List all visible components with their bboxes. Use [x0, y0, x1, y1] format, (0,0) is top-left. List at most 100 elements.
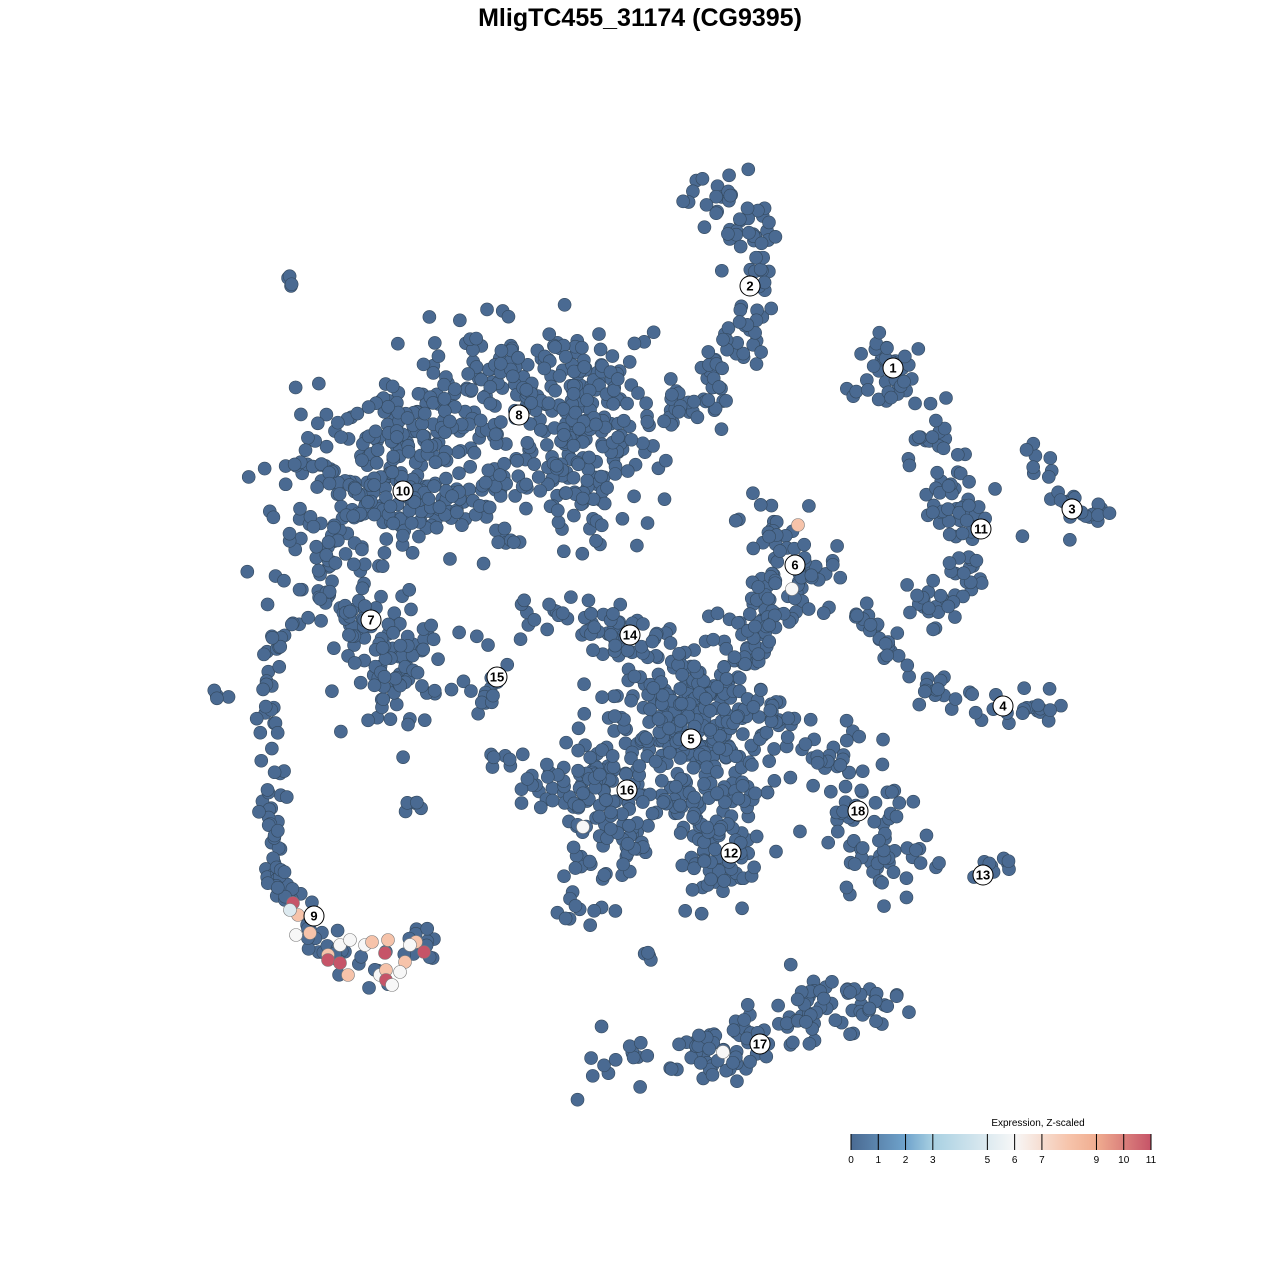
- cell-point: [474, 372, 489, 387]
- cell-point: [431, 652, 445, 666]
- cell-point: [265, 630, 280, 645]
- cell-point: [862, 1001, 877, 1016]
- cell-point: [568, 861, 583, 875]
- cell-point: [277, 573, 291, 588]
- cell-point: [803, 712, 818, 727]
- cell-point: [697, 220, 712, 234]
- cluster-label: 2: [739, 275, 761, 297]
- cell-point: [396, 528, 410, 543]
- cell-point: [571, 457, 586, 472]
- cell-point: [783, 957, 798, 972]
- expressing-cell-point: [343, 933, 357, 947]
- cell-point: [674, 696, 689, 711]
- cell-point: [672, 1037, 686, 1052]
- cell-point: [673, 713, 688, 728]
- cell-point: [899, 871, 914, 886]
- cell-point: [738, 657, 752, 671]
- cell-point: [613, 597, 628, 612]
- cell-point: [607, 689, 621, 704]
- cell-point: [314, 614, 328, 628]
- cell-point: [919, 487, 934, 502]
- cluster-label-text: 4: [999, 699, 1007, 714]
- cell-point: [735, 779, 750, 793]
- cell-point: [913, 856, 928, 870]
- cell-point: [537, 361, 552, 376]
- cell-point: [636, 795, 650, 809]
- cell-point: [455, 518, 469, 533]
- cell-point: [575, 491, 590, 506]
- cell-point: [880, 648, 894, 663]
- cell-point: [801, 602, 816, 616]
- legend-tick-label: 1: [875, 1155, 881, 1166]
- cell-point: [327, 641, 341, 656]
- cell-point: [422, 310, 437, 324]
- cell-point: [607, 709, 622, 723]
- cell-point: [377, 670, 392, 684]
- cell-point: [531, 470, 546, 484]
- cell-point: [552, 369, 567, 383]
- cell-point: [926, 622, 940, 637]
- cell-point: [956, 566, 971, 581]
- cell-point: [520, 435, 535, 450]
- expressing-cell-point: [341, 968, 355, 982]
- cell-point: [540, 622, 554, 637]
- cell-point: [620, 643, 635, 658]
- cell-point: [736, 346, 751, 361]
- cell-point: [627, 336, 642, 351]
- cell-point: [921, 601, 936, 616]
- cell-point: [278, 477, 293, 492]
- cell-point: [481, 638, 495, 652]
- cell-point: [321, 535, 336, 550]
- cell-point: [802, 499, 816, 513]
- cell-point: [839, 880, 854, 895]
- cell-point: [284, 617, 299, 632]
- cell-point: [740, 998, 755, 1012]
- cell-point: [541, 770, 555, 784]
- cluster-label: 17: [749, 1033, 771, 1055]
- cell-point: [929, 413, 943, 428]
- cell-point: [773, 544, 787, 558]
- cell-point: [690, 410, 705, 425]
- cell-point: [754, 683, 768, 697]
- cell-point: [838, 779, 853, 794]
- cell-point: [594, 469, 608, 484]
- cell-point: [452, 466, 466, 480]
- cell-point: [640, 414, 655, 429]
- expressing-cell-point: [403, 938, 417, 952]
- cluster-label: 5: [680, 728, 702, 750]
- cell-point: [421, 492, 436, 506]
- cell-point: [393, 638, 408, 653]
- expressing-points-layer: [283, 518, 805, 1059]
- cell-point: [464, 684, 478, 698]
- cluster-label-badge: [882, 357, 904, 379]
- cell-point: [733, 212, 747, 226]
- cell-point: [502, 752, 517, 767]
- cell-point: [645, 634, 660, 649]
- cell-point: [279, 790, 294, 804]
- cell-point: [620, 396, 634, 411]
- cell-point: [737, 1013, 752, 1027]
- cell-point: [377, 546, 392, 560]
- cell-point: [925, 430, 940, 444]
- cell-point: [751, 647, 766, 661]
- cell-point: [716, 332, 730, 347]
- expressing-cell-point: [385, 978, 399, 992]
- cell-point: [428, 455, 443, 470]
- cell-point: [298, 443, 313, 457]
- cell-point: [514, 782, 529, 796]
- cell-point: [673, 681, 688, 696]
- cluster-label-badge: [619, 624, 641, 646]
- cell-point: [710, 765, 724, 779]
- cell-point: [622, 355, 637, 369]
- cell-point: [686, 760, 701, 775]
- cell-point: [821, 835, 836, 850]
- cell-point: [701, 393, 716, 407]
- cell-point: [559, 486, 573, 500]
- cell-point: [672, 646, 686, 661]
- cell-point: [877, 899, 891, 913]
- cluster-label: 6: [784, 554, 806, 576]
- cell-point: [854, 347, 868, 361]
- cell-point: [381, 399, 395, 414]
- cell-point: [710, 786, 724, 800]
- cell-point: [439, 471, 453, 486]
